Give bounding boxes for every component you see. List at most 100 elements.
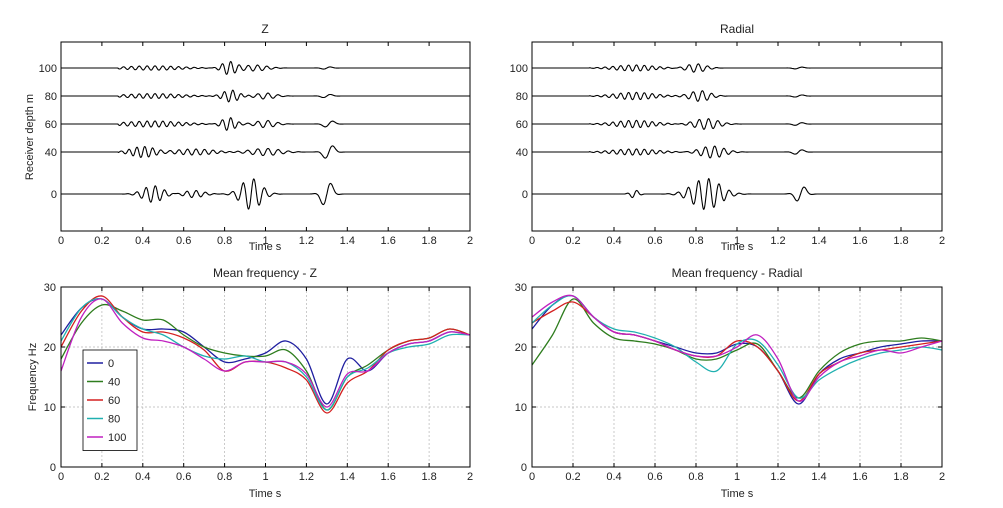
legend-label: 60: [108, 395, 120, 407]
y-tick-label: 10: [44, 402, 56, 414]
x-tick-label: 0.8: [217, 235, 232, 247]
x-ticks: 0 0.2 0.4 0.6 0.8 1 1.2 1.4 1.6 1.8 2: [529, 42, 945, 247]
x-tick-label: 0.4: [606, 471, 621, 483]
x-tick-label: 1: [262, 235, 268, 247]
y-tick-label: 30: [515, 282, 527, 294]
x-tick-label: 0.2: [94, 235, 109, 247]
x-tick-label: 0.2: [94, 471, 109, 483]
trace-depth-100: [61, 60, 470, 75]
legend-label: 0: [108, 358, 114, 370]
y-tick-label: 0: [522, 189, 528, 201]
x-tick-label: 0.8: [217, 471, 232, 483]
trace-depth-40: [532, 145, 942, 159]
plot-area: [60, 41, 471, 232]
y-tick-label: 40: [45, 147, 57, 159]
y-tick-label: 0: [521, 462, 527, 474]
x-tick-label: 1.8: [893, 235, 908, 247]
x-tick-label: 1: [262, 471, 268, 483]
series-line-100: [531, 294, 943, 402]
trace-depth-80: [61, 89, 470, 103]
x-tick-label: 1.6: [381, 471, 396, 483]
panel-z-seismogram: Z 0 0.2 0.4 0.6 0.8 1 1.2 1.4 1.6 1.8 2 1008060400…: [24, 22, 473, 253]
x-tick-label: 0: [58, 471, 64, 483]
legend-label: 40: [108, 377, 120, 389]
legend-label: 100: [108, 432, 126, 444]
x-axis-label: Time s: [249, 488, 282, 500]
y-tick-label: 0: [50, 462, 56, 474]
x-tick-label: 1: [734, 235, 740, 247]
y-tick-label: 20: [515, 342, 527, 354]
y-ticks: 100 80 60 40 0: [39, 63, 470, 201]
y-axis-label: Frequency Hz: [27, 343, 39, 411]
x-tick-label: 0.6: [647, 235, 662, 247]
y-ticks: 100 80 60 40 0: [510, 63, 942, 201]
x-tick-label: 1.8: [421, 471, 436, 483]
trace-depth-60: [532, 118, 942, 130]
y-axis-label: Receiver depth m: [24, 94, 36, 180]
trace-depth-100: [532, 63, 942, 73]
x-tick-label: 1.8: [421, 235, 436, 247]
y-ticks: 0 10 20 30: [515, 282, 942, 474]
series-lines: [60, 295, 471, 414]
panel-title: Mean frequency - Radial: [672, 266, 803, 280]
x-tick-label: 0.2: [565, 235, 580, 247]
x-tick-label: 1: [734, 471, 740, 483]
x-tick-label: 0.4: [606, 235, 621, 247]
x-tick-label: 2: [467, 235, 473, 247]
x-tick-label: 0.6: [647, 471, 662, 483]
x-tick-label: 2: [467, 471, 473, 483]
x-tick-label: 1.4: [811, 471, 826, 483]
x-tick-label: 0: [58, 235, 64, 247]
x-axis-label: Time s: [721, 488, 754, 500]
x-tick-label: 0.6: [176, 471, 191, 483]
traces: [532, 63, 942, 211]
panel-mean-frequency-z: Mean frequency - Z 0 0.2 0.4 0.6 0.8 1 1.2 1.4 1…: [27, 266, 473, 500]
x-tick-label: 0.8: [688, 471, 703, 483]
x-ticks: 0 0.2 0.4 0.6 0.8 1 1.2 1.4 1.6 1.8 2: [58, 42, 473, 247]
x-tick-label: 1.4: [340, 471, 355, 483]
series-line-100: [60, 298, 471, 408]
y-tick-label: 80: [516, 91, 528, 103]
x-tick-label: 0.4: [135, 471, 150, 483]
x-axis-label: Time s: [249, 241, 282, 253]
series-line-40: [531, 298, 943, 399]
panel-title: Z: [261, 22, 268, 36]
x-tick-label: 1.8: [893, 471, 908, 483]
y-tick-label: 40: [516, 147, 528, 159]
series-lines: [531, 294, 943, 405]
x-tick-label: 1.6: [381, 235, 396, 247]
y-tick-label: 60: [516, 119, 528, 131]
trace-depth-40: [61, 145, 470, 159]
y-tick-label: 20: [44, 342, 56, 354]
x-tick-label: 0.2: [565, 471, 580, 483]
y-tick-label: 60: [45, 119, 57, 131]
x-tick-label: 0.8: [688, 235, 703, 247]
y-tick-label: 10: [515, 402, 527, 414]
x-axis-label: Time s: [721, 241, 754, 253]
panel-title: Radial: [720, 22, 754, 36]
traces: [61, 60, 470, 210]
grid: [532, 287, 942, 467]
x-ticks: 0 0.2 0.4 0.6 0.8 1 1.2 1.4 1.6 1.8 2: [58, 287, 473, 483]
x-tick-label: 1.2: [299, 235, 314, 247]
trace-depth-60: [61, 116, 470, 131]
y-tick-label: 100: [510, 63, 528, 75]
x-ticks: 0 0.2 0.4 0.6 0.8 1 1.2 1.4 1.6 1.8 2: [529, 287, 945, 483]
trace-depth-80: [532, 90, 942, 102]
x-tick-label: 1.4: [340, 235, 355, 247]
x-tick-label: 1.6: [852, 235, 867, 247]
y-tick-label: 30: [44, 282, 56, 294]
y-ticks: 0 10 20 30: [44, 282, 470, 474]
trace-depth-0: [532, 177, 942, 211]
x-tick-label: 0.4: [135, 235, 150, 247]
x-tick-label: 2: [939, 471, 945, 483]
x-tick-label: 1.6: [852, 471, 867, 483]
panel-mean-frequency-radial: Mean frequency - Radial 0 0.2 0.4 0.6 0.8 1 1.…: [515, 266, 945, 500]
x-tick-label: 0.6: [176, 235, 191, 247]
plot-area: [531, 41, 943, 232]
x-tick-label: 1.4: [811, 235, 826, 247]
panel-title: Mean frequency - Z: [213, 266, 317, 280]
x-tick-label: 0: [529, 235, 535, 247]
x-tick-label: 1.2: [299, 471, 314, 483]
